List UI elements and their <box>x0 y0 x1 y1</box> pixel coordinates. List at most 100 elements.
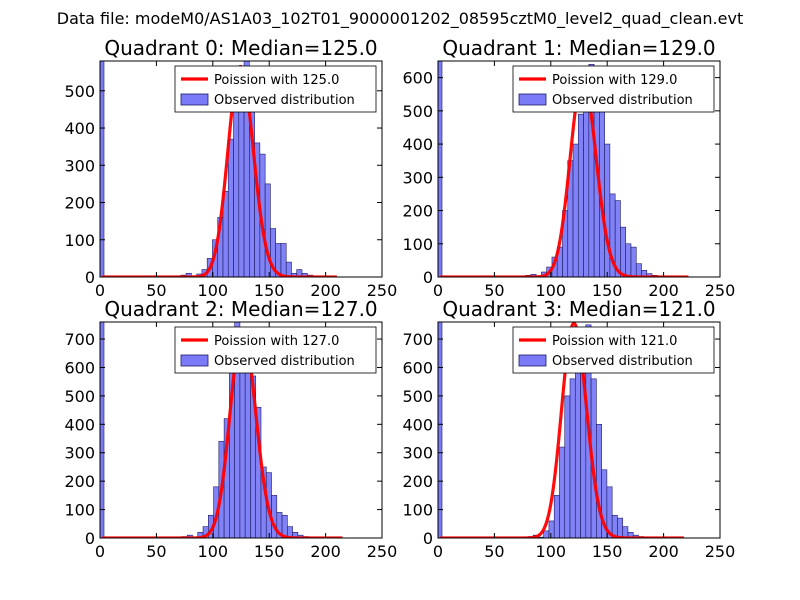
histogram-bar <box>438 61 443 277</box>
y-tick-label: 700 <box>64 330 95 349</box>
x-tick-label: 150 <box>592 281 623 300</box>
y-tick-label: 0 <box>85 268 95 287</box>
x-tick-label: 150 <box>254 542 285 561</box>
figure-title: Data file: modeM0/AS1A03_102T01_90000012… <box>57 9 743 29</box>
y-tick-label: 0 <box>85 529 95 548</box>
histogram-bar <box>577 113 584 277</box>
legend: Poission with 127.0 Observed distribution <box>174 326 377 374</box>
axes-frame <box>437 321 721 539</box>
histogram-bar <box>630 246 637 277</box>
y-tick-label: 400 <box>402 135 433 154</box>
histogram-bar <box>548 520 555 538</box>
legend-bar-swatch <box>180 354 209 367</box>
x-tick-label: 150 <box>254 281 285 300</box>
legend-box <box>174 65 377 113</box>
x-tick-label: 50 <box>146 281 166 300</box>
y-tick-label: 100 <box>402 501 433 520</box>
histogram-bar <box>438 322 443 538</box>
histogram-bar <box>569 378 576 538</box>
histogram-bar <box>553 495 560 538</box>
x-tick-label: 200 <box>648 281 679 300</box>
x-tick-label: 50 <box>484 281 504 300</box>
legend: Poission with 121.0 Observed distribution <box>512 326 715 374</box>
y-tick-label: 100 <box>64 231 95 250</box>
legend-bar-swatch <box>518 354 547 367</box>
y-tick-label: 200 <box>64 472 95 491</box>
histogram-bar <box>574 344 581 538</box>
legend-box <box>512 326 715 374</box>
subplot-title: Quadrant 0: Median=125.0 <box>104 36 377 60</box>
subplot-quadrant-2: Quadrant 2: Median=127.0 0 50 100 150 200 250 0… <box>64 297 397 561</box>
x-tick-label: 200 <box>310 281 341 300</box>
legend-bar-label: Observed distribution <box>214 354 355 369</box>
legend-bar-label: Observed distribution <box>552 354 693 369</box>
x-tick-label: 50 <box>484 542 504 561</box>
legend-line-label: Poission with 127.0 <box>214 334 339 349</box>
axes-frame <box>437 60 721 278</box>
y-tick-label: 400 <box>64 415 95 434</box>
legend-bar-label: Observed distribution <box>214 93 355 108</box>
legend-line-label: Poission with 129.0 <box>552 73 677 88</box>
y-tick-label: 600 <box>402 358 433 377</box>
histogram-bar <box>572 143 579 277</box>
x-tick-label: 100 <box>536 281 567 300</box>
histogram-bar <box>559 446 566 538</box>
axes-frame <box>99 321 383 539</box>
legend-box <box>174 326 377 374</box>
histogram-bar <box>617 517 623 538</box>
histogram-bar <box>635 263 642 277</box>
poisson-curve <box>439 322 685 538</box>
histogram-bar <box>227 138 234 277</box>
x-tick-label: 50 <box>146 542 166 561</box>
subplots: Quadrant 0: Median=125.0 0 50 100 150 200 250 0… <box>64 36 735 561</box>
x-tick-label: 100 <box>536 542 567 561</box>
histogram-bar <box>625 243 632 277</box>
legend: Poission with 129.0 Observed distribution <box>512 65 715 113</box>
histogram-bar <box>564 395 571 538</box>
plot-area <box>438 322 685 538</box>
x-tick-label: 250 <box>367 281 398 300</box>
x-tick-label: 100 <box>198 281 229 300</box>
x-tick-label: 0 <box>433 542 443 561</box>
histogram-bar <box>100 322 105 538</box>
x-tick-label: 200 <box>648 542 679 561</box>
y-tick-label: 400 <box>402 415 433 434</box>
y-tick-label: 700 <box>402 330 433 349</box>
y-tick-label: 600 <box>402 69 433 88</box>
y-tick-label: 500 <box>64 82 95 101</box>
legend-bar-swatch <box>180 93 209 106</box>
subplot-title: Quadrant 2: Median=127.0 <box>104 297 377 321</box>
subplot-quadrant-1: Quadrant 1: Median=129.0 0 50 100 150 200 250 0… <box>402 36 735 300</box>
y-tick-label: 200 <box>64 194 95 213</box>
legend-bar-label: Observed distribution <box>552 93 693 108</box>
x-tick-label: 250 <box>705 542 736 561</box>
subplot-quadrant-3: Quadrant 3: Median=121.0 0 50 100 150 200 250 0… <box>402 297 735 561</box>
y-tick-label: 300 <box>402 444 433 463</box>
legend-line-label: Poission with 121.0 <box>552 334 677 349</box>
legend: Poission with 125.0 Observed distribution <box>174 65 377 113</box>
legend-box <box>512 65 715 113</box>
histogram-bar <box>596 424 602 538</box>
subplot-quadrant-0: Quadrant 0: Median=125.0 0 50 100 150 200 250 0… <box>64 36 397 300</box>
y-tick-label: 300 <box>64 156 95 175</box>
subplot-title: Quadrant 3: Median=121.0 <box>442 297 715 321</box>
x-tick-label: 200 <box>310 542 341 561</box>
y-tick-label: 500 <box>402 102 433 121</box>
x-tick-label: 250 <box>705 281 736 300</box>
x-tick-label: 250 <box>367 542 398 561</box>
x-tick-label: 0 <box>95 281 105 300</box>
histogram-bar <box>543 530 550 538</box>
x-tick-label: 150 <box>592 542 623 561</box>
y-tick-label: 500 <box>64 387 95 406</box>
plot-area <box>438 61 689 277</box>
x-tick-label: 100 <box>198 542 229 561</box>
legend-bar-swatch <box>518 93 547 106</box>
x-tick-label: 0 <box>433 281 443 300</box>
histogram-bar <box>620 226 626 277</box>
y-tick-label: 600 <box>64 358 95 377</box>
subplot-title: Quadrant 1: Median=129.0 <box>442 36 715 60</box>
axes-frame <box>99 60 383 278</box>
y-tick-label: 200 <box>402 202 433 221</box>
y-tick-label: 400 <box>64 119 95 138</box>
